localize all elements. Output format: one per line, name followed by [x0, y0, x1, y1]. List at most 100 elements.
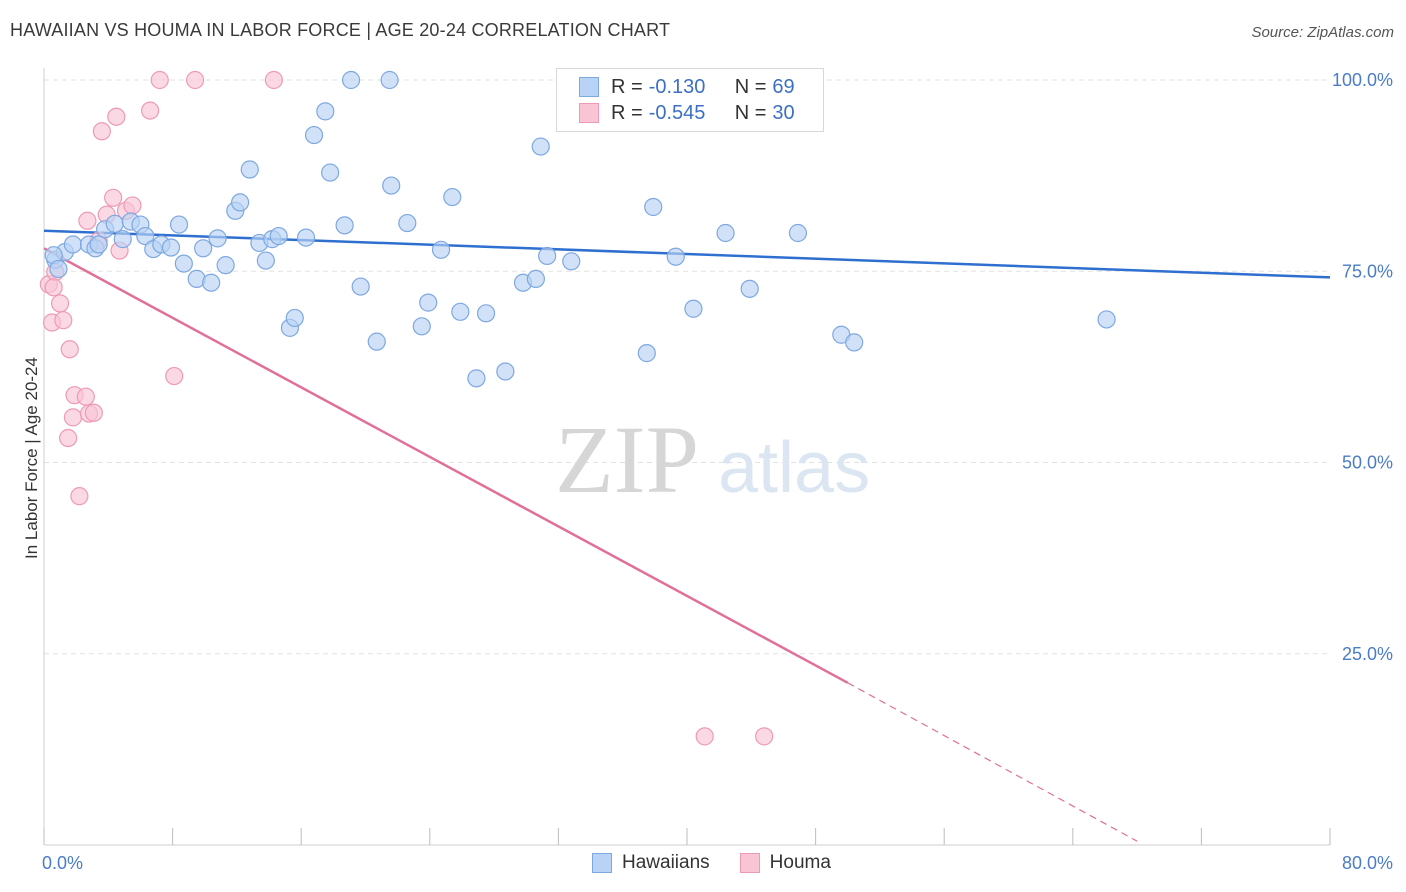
hawaiians-point: [740, 279, 759, 298]
hawaiians-point: [644, 197, 663, 217]
hawaiians-point: [1097, 310, 1116, 329]
hawaiians-point: [341, 70, 361, 90]
houma-point: [92, 122, 111, 141]
y-tick-label: 25.0%: [1342, 644, 1393, 664]
houma-point: [63, 408, 83, 427]
hawaiians-point: [202, 273, 221, 292]
hawaiians-point: [161, 238, 181, 257]
hawaiians-point: [398, 213, 417, 233]
houma-trend-line: [43, 247, 849, 684]
hawaiians-point: [351, 277, 370, 296]
houma-point: [60, 340, 79, 359]
hawaiians-point: [321, 163, 340, 182]
chart-title: HAWAIIAN VS HOUMA IN LABOR FORCE | AGE 2…: [10, 20, 671, 40]
hawaiians-point: [216, 256, 235, 275]
x-tick-label: 80.0%: [1342, 853, 1393, 873]
houma-point: [78, 211, 97, 230]
r-value: -0.545: [648, 101, 706, 124]
houma-point: [165, 366, 184, 386]
hawaiians-point: [467, 369, 486, 388]
hawaiians-point: [136, 226, 155, 246]
houma-point: [186, 70, 205, 90]
watermark-zip: ZIP: [555, 406, 699, 513]
hawaiians-point: [269, 226, 288, 246]
houma-point: [755, 727, 774, 746]
hawaiians-point: [538, 246, 557, 266]
tick-labels: 25.0% 50.0% 75.0% 100.0% 0.0% 80.0%: [42, 70, 1393, 873]
hawaiians-swatch: [579, 77, 599, 97]
hawaiians-point: [174, 254, 193, 273]
hawaiians-point: [684, 299, 703, 318]
y-tick-label: 75.0%: [1342, 261, 1393, 281]
legend-item-houma[interactable]: Houma: [739, 852, 831, 874]
houma-point: [59, 428, 78, 448]
hawaiians-point: [419, 293, 438, 312]
hawaiians-point: [208, 229, 227, 248]
n-value: 69: [772, 75, 795, 98]
hawaiians-point: [89, 235, 108, 254]
r-value: -0.130: [648, 75, 706, 98]
houma-point: [44, 278, 63, 297]
hawaiians-point: [105, 214, 124, 233]
hawaiians-point: [526, 269, 545, 288]
r-label: R =: [611, 75, 643, 98]
y-axis-title: In Labor Force | Age 20-24: [22, 357, 41, 559]
houma-point: [264, 70, 283, 90]
hawaiians-point: [666, 247, 685, 266]
hawaiians-point: [231, 193, 250, 212]
hawaiians-point: [788, 223, 808, 243]
n-label: N =: [734, 75, 767, 98]
hawaiians-point: [63, 235, 83, 254]
hawaiians-point: [716, 223, 735, 243]
houma-trend-extension: [847, 682, 1138, 842]
r-label: R =: [611, 101, 643, 124]
hawaiians-point: [562, 252, 581, 271]
hawaiians-point: [476, 304, 496, 323]
legend-label-hawaiians: Hawaiians: [622, 852, 710, 873]
houma-point: [50, 294, 70, 313]
hawaiians-point: [845, 333, 864, 352]
hawaiians-point: [49, 259, 68, 279]
houma-swatch: [739, 853, 760, 873]
hawaiians-point: [367, 332, 386, 351]
hawaiians-point: [443, 187, 462, 207]
axes: [43, 68, 1331, 846]
source-label: Source: ZipAtlas.com: [1251, 24, 1394, 41]
series-legend: Hawaiians Houma: [592, 852, 861, 874]
houma-point: [107, 107, 126, 126]
x-tick-label: 0.0%: [42, 853, 83, 873]
houma-swatch: [579, 103, 599, 123]
hawaiians-point: [296, 228, 316, 247]
hawaiians-point: [451, 302, 470, 321]
hawaiians-trend-line: [43, 229, 1331, 279]
houma-point: [84, 403, 103, 422]
hawaiians-point: [304, 125, 324, 145]
legend-label-houma: Houma: [769, 852, 831, 873]
data-points: [39, 70, 1116, 746]
y-tick-label: 50.0%: [1342, 453, 1393, 473]
houma-point: [54, 311, 73, 330]
hawaiians-point: [316, 102, 335, 121]
houma-point: [104, 188, 123, 207]
correlation-legend: R = -0.130 N = 69 R = -0.545 N = 30: [556, 68, 824, 132]
hawaiians-point: [285, 308, 304, 328]
houma-point: [70, 487, 89, 506]
hawaiians-point: [380, 70, 399, 90]
legend-item-hawaiians[interactable]: Hawaiians: [592, 852, 710, 874]
hawaiians-point: [113, 230, 132, 249]
watermark: ZIP atlas: [555, 406, 870, 513]
hawaiians-point: [256, 251, 275, 270]
houma-point: [150, 70, 169, 90]
legend-row-hawaiians: R = -0.130 N = 69: [579, 75, 795, 99]
legend-row-houma: R = -0.545 N = 30: [579, 101, 795, 125]
hawaiians-point: [335, 216, 354, 235]
watermark-atlas: atlas: [718, 428, 870, 508]
y-tick-label: 100.0%: [1332, 70, 1393, 90]
n-label: N =: [734, 101, 767, 124]
n-value: 30: [772, 101, 795, 124]
hawaiians-point: [194, 239, 213, 258]
hawaiians-point: [431, 240, 451, 259]
houma-point: [123, 196, 142, 215]
houma-point: [695, 727, 714, 746]
